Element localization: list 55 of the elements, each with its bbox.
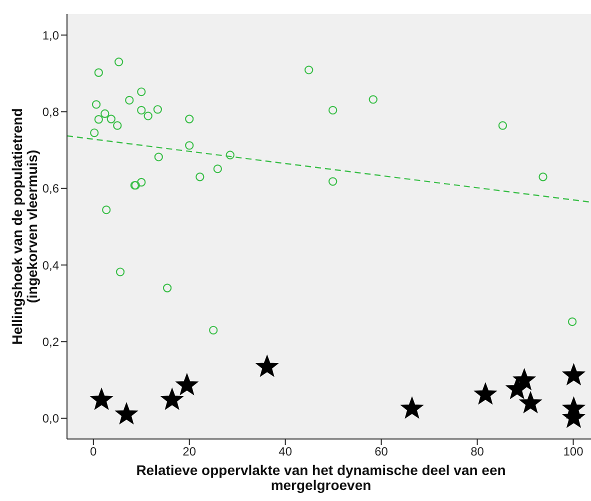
x-tick-label: 40 bbox=[278, 444, 292, 459]
point bbox=[162, 284, 172, 292]
point bbox=[94, 68, 104, 77]
point bbox=[154, 152, 163, 162]
point bbox=[113, 121, 122, 130]
point bbox=[137, 178, 146, 187]
x-tick-label: 80 bbox=[470, 444, 484, 459]
point bbox=[568, 317, 577, 326]
point bbox=[90, 388, 113, 410]
y-tick-label: 0,6 bbox=[42, 182, 60, 196]
x-tick-label: 60 bbox=[374, 444, 388, 459]
point bbox=[213, 164, 222, 174]
point bbox=[92, 100, 101, 109]
point bbox=[226, 150, 234, 160]
point bbox=[102, 205, 111, 214]
point bbox=[328, 106, 338, 115]
point bbox=[176, 374, 198, 395]
point bbox=[90, 128, 99, 138]
point bbox=[304, 66, 314, 74]
point bbox=[401, 397, 423, 418]
point bbox=[520, 392, 542, 413]
x-axis-title: Relatieve oppervlakte van het dynamische deel van een mergelgroeven bbox=[136, 462, 506, 493]
point bbox=[196, 172, 204, 182]
point bbox=[562, 364, 585, 385]
y-tick-label: 0,8 bbox=[42, 104, 60, 119]
y-tick-label: 0,4 bbox=[42, 258, 60, 272]
point bbox=[137, 106, 146, 115]
point bbox=[185, 114, 194, 124]
point bbox=[513, 368, 536, 390]
point bbox=[100, 109, 110, 118]
x-tick-label: 20 bbox=[182, 444, 196, 459]
point bbox=[368, 95, 378, 104]
x-tick-label: 100 bbox=[563, 444, 584, 459]
point bbox=[474, 383, 496, 404]
point bbox=[328, 177, 338, 186]
point bbox=[116, 268, 125, 276]
point bbox=[144, 112, 152, 120]
point bbox=[256, 355, 278, 376]
point bbox=[114, 58, 124, 66]
point bbox=[185, 141, 194, 150]
point bbox=[153, 105, 162, 114]
point bbox=[125, 96, 134, 105]
point bbox=[538, 172, 548, 182]
point bbox=[498, 121, 508, 130]
x-tick-label: 0 bbox=[90, 444, 98, 459]
point bbox=[209, 326, 218, 335]
point bbox=[161, 388, 184, 410]
point bbox=[116, 402, 138, 424]
y-tick-label: 0,0 bbox=[42, 412, 60, 426]
y-tick-label: 0,2 bbox=[42, 334, 60, 349]
y-axis-title: Hellingshoek van de populatietrend (ingekorven vleermuis) bbox=[9, 108, 40, 345]
point bbox=[137, 87, 146, 96]
point bbox=[106, 114, 116, 124]
point bbox=[94, 115, 104, 124]
y-tick-label: 1,0 bbox=[42, 28, 60, 42]
